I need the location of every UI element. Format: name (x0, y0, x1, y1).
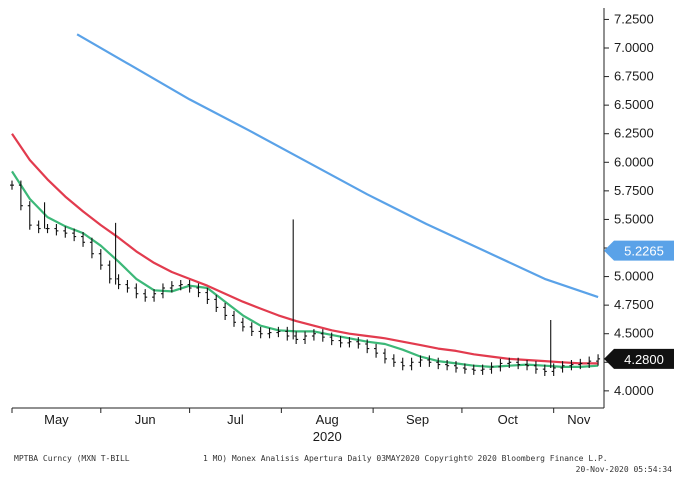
last-value-tag-ma_blue: 5.2265 (604, 240, 674, 261)
x-month-label: Oct (498, 412, 519, 427)
last-value-box (604, 240, 674, 261)
y-tick-label: 6.2500 (614, 126, 654, 141)
y-tick-label: 4.7500 (614, 297, 654, 312)
y-tick-label: 4.5000 (614, 326, 654, 341)
x-axis: May Jun Jul Aug 2020 Sep Oct Nov (11, 407, 604, 444)
x-month-label: Jun (135, 412, 156, 427)
series-line-ma_blue (76, 33, 599, 299)
y-tick-label: 6.0000 (614, 154, 654, 169)
x-month-label: Sep (406, 412, 429, 427)
y-tick-label: 5.7500 (614, 183, 654, 198)
last-value-label: 5.2265 (624, 244, 664, 259)
y-tick-label: 7.0000 (614, 40, 654, 55)
y-tick-label: 6.5000 (614, 97, 654, 112)
last-value-box (604, 348, 674, 369)
series-line-ma_red (11, 133, 599, 365)
last-value-tag-price: 4.2800 (604, 348, 674, 369)
y-tick-label: 5.0000 (614, 269, 654, 284)
x-month-label: Aug (316, 412, 339, 427)
y-tick-label: 6.7500 (614, 69, 654, 84)
y-tick-label: 7.2500 (614, 11, 654, 26)
footer-right: 20-Nov-2020 05:54:34 (576, 465, 673, 474)
x-month-label: May (44, 412, 69, 427)
x-month-label: Jul (227, 412, 244, 427)
last-value-labels: 5.2265 4.2800 (604, 240, 674, 369)
last-value-label: 4.2800 (624, 352, 664, 367)
x-year-label: 2020 (313, 429, 342, 444)
y-tick-label: 5.5000 (614, 211, 654, 226)
price-bars (10, 180, 601, 376)
footer-center: 1 MO) Monex Analisis Apertura Daily 03MA… (203, 454, 608, 463)
x-month-label: Nov (567, 412, 591, 427)
y-tick-label: 4.0000 (614, 383, 654, 398)
footer-left: MPTBA Curncy (MXN T-BILL (14, 454, 130, 463)
